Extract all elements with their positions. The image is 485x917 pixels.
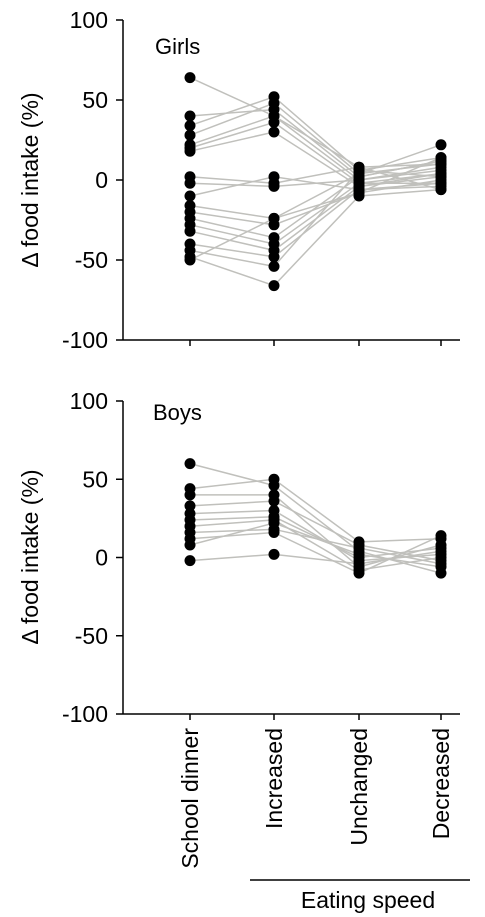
boys-y-axis-label: Δ food intake (%) bbox=[17, 469, 43, 644]
girls-y-tick-label: 50 bbox=[82, 87, 108, 113]
girls-data-points bbox=[184, 72, 447, 292]
boys-data-points bbox=[184, 458, 447, 579]
girls-data-point bbox=[268, 126, 280, 138]
boys-data-point bbox=[184, 458, 196, 470]
boys-data-point bbox=[353, 548, 365, 560]
boys-subject-line bbox=[189, 478, 442, 543]
girls-data-point bbox=[435, 184, 447, 196]
boys-subject-line bbox=[189, 550, 442, 565]
girls-y-tick-label: -50 bbox=[75, 247, 108, 273]
girls-subject-line bbox=[189, 182, 441, 245]
boys-y-tick-label: 0 bbox=[95, 545, 108, 571]
girls-data-point bbox=[268, 280, 280, 292]
boys-data-point bbox=[268, 473, 280, 485]
girls-subject-line bbox=[189, 95, 442, 172]
girls-panel-label: Girls bbox=[155, 34, 200, 59]
girls-subject-line bbox=[189, 160, 442, 239]
girls-data-point bbox=[268, 212, 280, 224]
boys-data-point bbox=[268, 495, 280, 507]
girls-subject-line bbox=[189, 102, 442, 175]
girls-data-point bbox=[435, 152, 447, 164]
boys-data-point bbox=[184, 555, 196, 567]
girls-data-point bbox=[268, 251, 280, 263]
girls-subject-line bbox=[189, 163, 442, 220]
girls-data-point bbox=[268, 116, 280, 128]
girls-data-point bbox=[353, 164, 365, 176]
girls-y-ticks: 100 50 0 -50 -100 bbox=[62, 7, 442, 353]
boys-subject-line bbox=[189, 516, 442, 559]
girls-subject-line bbox=[189, 188, 442, 287]
boys-connecting-lines bbox=[189, 462, 442, 574]
girls-connecting-lines bbox=[189, 76, 442, 287]
girls-subject-line bbox=[189, 76, 442, 168]
boys-data-point bbox=[268, 526, 280, 538]
boys-subject-line bbox=[189, 522, 442, 568]
girls-data-point bbox=[268, 171, 280, 183]
girls-data-point bbox=[435, 171, 447, 183]
boys-y-tick-label: 50 bbox=[82, 466, 108, 492]
girls-data-point bbox=[184, 72, 196, 84]
x-category-label: Decreased bbox=[428, 728, 454, 839]
girls-panel: 100 50 0 -50 -100 Girls Δ food intake (%) bbox=[17, 7, 460, 353]
boys-data-point bbox=[353, 567, 365, 579]
boys-y-ticks: 100 50 0 -50 -100 bbox=[62, 388, 442, 727]
boys-y-tick-label: -50 bbox=[75, 623, 108, 649]
x-category-label: School dinner bbox=[177, 728, 203, 869]
boys-data-point bbox=[435, 530, 447, 542]
girls-subject-line bbox=[189, 185, 442, 258]
girls-data-point bbox=[184, 145, 196, 157]
girls-data-point bbox=[184, 129, 196, 141]
girls-data-point bbox=[268, 260, 280, 272]
girls-y-tick-label: -100 bbox=[62, 327, 108, 353]
girls-subject-line bbox=[189, 179, 442, 226]
x-category-label: Increased bbox=[261, 728, 287, 829]
girls-subject-line bbox=[189, 166, 442, 191]
girls-subject-line bbox=[189, 169, 442, 268]
girls-y-tick-label: 100 bbox=[70, 7, 108, 33]
boys-data-point bbox=[184, 489, 196, 501]
boys-panel-label: Boys bbox=[153, 400, 202, 425]
girls-data-point bbox=[184, 254, 196, 266]
girls-data-point bbox=[184, 120, 196, 132]
girls-y-tick-label: 0 bbox=[95, 167, 108, 193]
girls-data-point bbox=[268, 180, 280, 192]
boys-y-tick-label: 100 bbox=[70, 388, 108, 414]
x-category-label: Unchanged bbox=[346, 728, 372, 846]
boys-subject-line bbox=[189, 531, 442, 574]
boys-subject-line bbox=[189, 519, 442, 571]
girls-data-point bbox=[184, 177, 196, 189]
girls-data-point bbox=[268, 97, 280, 109]
girls-data-point bbox=[184, 190, 196, 202]
girls-subject-line bbox=[189, 156, 442, 261]
girls-data-point bbox=[184, 110, 196, 122]
boys-data-point bbox=[353, 558, 365, 570]
x-category-labels: School dinner Increased Unchanged Decreased bbox=[177, 728, 454, 869]
boys-data-point bbox=[435, 545, 447, 557]
eating-speed-label: Eating speed bbox=[301, 887, 435, 913]
girls-subject-line bbox=[189, 115, 442, 181]
boys-data-point bbox=[268, 548, 280, 560]
boys-data-point bbox=[268, 517, 280, 529]
girls-y-axis-label: Δ food intake (%) bbox=[17, 92, 43, 267]
girls-data-point bbox=[184, 225, 196, 237]
girls-data-point bbox=[435, 139, 447, 151]
boys-data-point bbox=[184, 500, 196, 512]
boys-subject-line bbox=[189, 462, 442, 574]
boys-data-point bbox=[184, 539, 196, 551]
boys-data-point bbox=[435, 561, 447, 573]
boys-panel: 100 50 0 -50 -100 Boys Δ food intake (%) bbox=[17, 388, 460, 727]
girls-subject-line bbox=[189, 131, 442, 188]
girls-data-point bbox=[353, 187, 365, 199]
boys-y-tick-label: -100 bbox=[62, 701, 108, 727]
